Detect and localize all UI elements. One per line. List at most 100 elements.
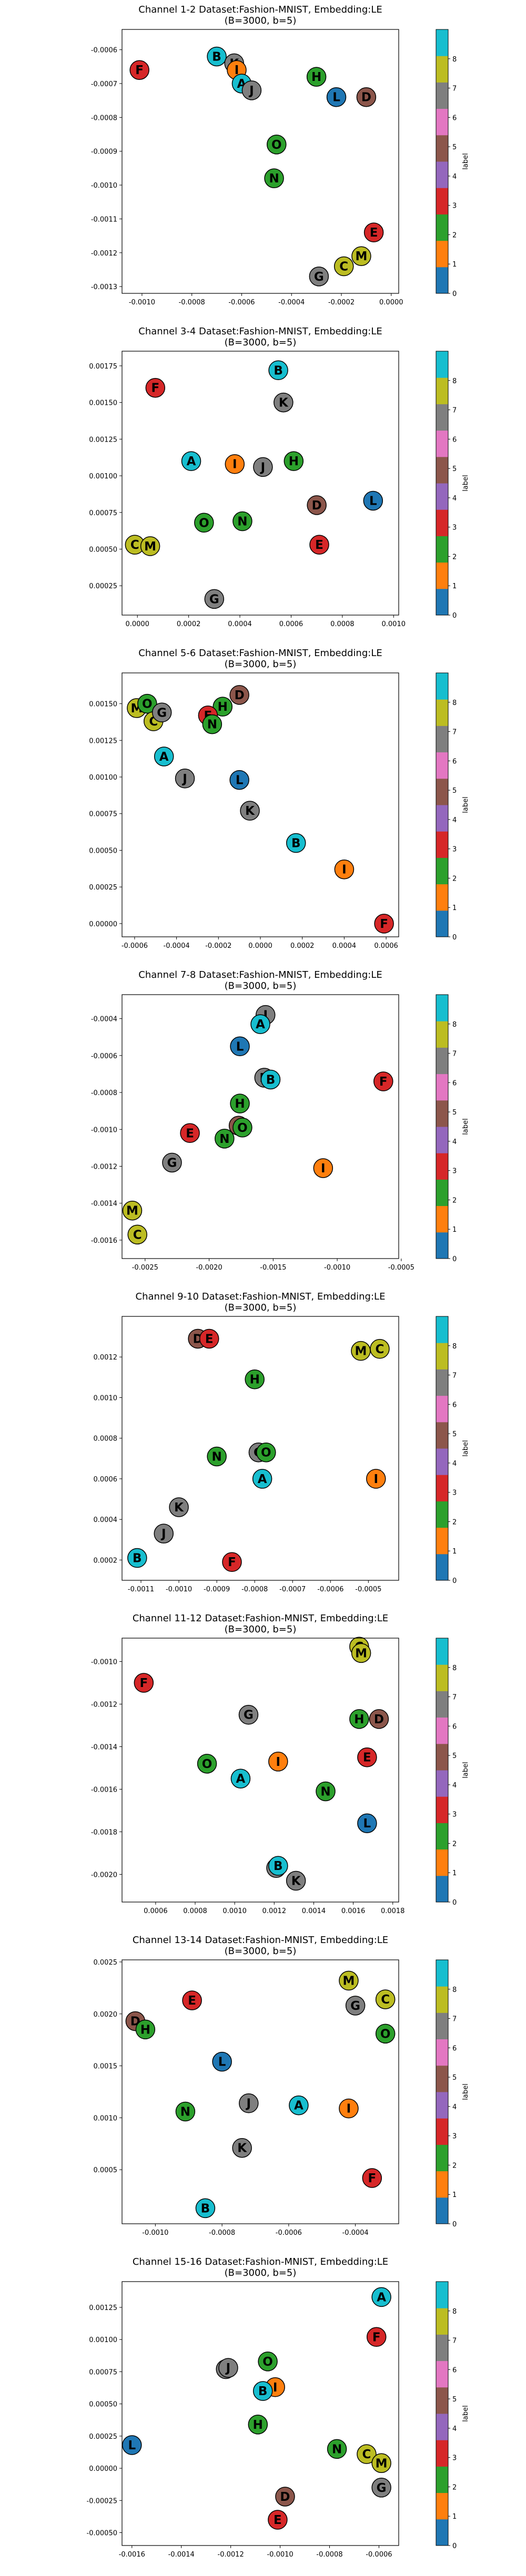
point-label: N (207, 718, 217, 732)
point-circle (232, 511, 252, 531)
point-circle (140, 536, 160, 556)
y-tick-label: -0.0013 (91, 283, 117, 291)
point-circle (230, 1093, 250, 1113)
point-marker: C (357, 2444, 377, 2464)
colorbar-tick-label: 0 (452, 612, 457, 620)
point-marker: E (357, 1747, 377, 1767)
y-tick-label: 0.00125 (89, 737, 117, 745)
point-marker: D (275, 2487, 295, 2507)
y-tick-label: -0.0016 (91, 1786, 117, 1794)
y-tick-label: 0.00025 (89, 2433, 117, 2441)
colorbar-segment (436, 562, 448, 589)
y-tick-label: 0.0010 (94, 2114, 118, 2122)
colorbar-tick-label: 8 (452, 699, 457, 707)
point-label: E (188, 1994, 196, 2008)
colorbar-segment (436, 1448, 448, 1475)
x-tick-label: -0.0025 (132, 1264, 158, 1272)
y-tick-label: 0.00050 (89, 546, 117, 554)
y-tick-label: -0.0020 (91, 1871, 117, 1879)
point-circle (316, 1781, 336, 1802)
colorbar-segment (436, 430, 448, 457)
colorbar-tick-label: 5 (452, 144, 457, 151)
point-circle (268, 1856, 288, 1876)
x-tick-label: 0.0010 (382, 620, 406, 628)
y-tick-label: 0.0002 (94, 1557, 118, 1565)
y-tick-label: -0.0007 (91, 80, 117, 88)
colorbar-segment (436, 2519, 448, 2546)
colorbar-tick-label: 6 (452, 758, 457, 765)
colorbar-segment (436, 1986, 448, 2013)
point-label: D (312, 499, 322, 513)
point-circle (199, 1328, 219, 1349)
colorbar-segment (436, 778, 448, 805)
point-marker: H (248, 2415, 268, 2435)
point-label: D (280, 2490, 290, 2504)
x-tick-label: 0.0000 (248, 942, 272, 950)
point-circle (154, 747, 174, 766)
y-tick-label: 0.0020 (94, 2011, 118, 2019)
point-circle (241, 80, 262, 100)
point-marker: N (207, 1446, 227, 1467)
scatter-chart: Channel 7-8 Dataset:Fashion-MNIST, Embed… (91, 969, 470, 1272)
point-marker: C (333, 256, 354, 277)
y-tick-label: -0.0006 (91, 47, 117, 55)
colorbar-segment (436, 910, 448, 937)
point-label: O (380, 2027, 391, 2041)
y-tick-label: 0.00150 (89, 701, 117, 709)
colorbar-tick-label: 4 (452, 2103, 457, 2111)
point-label: G (167, 1156, 177, 1170)
colorbar-label: label (462, 2083, 470, 2100)
point-circle (307, 495, 327, 515)
point-circle (357, 2444, 377, 2464)
point-marker: I (225, 454, 245, 474)
point-label: I (276, 1755, 281, 1769)
point-marker: D (369, 1709, 389, 1729)
point-marker: F (134, 1673, 154, 1693)
point-circle (371, 2287, 391, 2307)
point-marker: J (253, 457, 273, 477)
scatter-chart: Channel 3-4 Dataset:Fashion-MNIST, Embed… (89, 326, 470, 628)
colorbar-tick-label: 8 (452, 2308, 457, 2316)
x-tick-label: 0.0016 (341, 1907, 366, 1915)
point-marker: I (313, 1158, 333, 1178)
point-circle (267, 135, 287, 155)
x-tick-label: -0.0011 (128, 1586, 154, 1593)
point-label: C (381, 1993, 390, 2007)
point-circle (275, 2487, 295, 2507)
point-label: N (212, 1450, 222, 1464)
point-label: D (374, 1713, 384, 1726)
colorbar-segment (436, 1047, 448, 1075)
point-marker: B (252, 2381, 273, 2401)
point-label: G (157, 706, 167, 720)
point-marker: A (371, 2287, 391, 2307)
x-tick-label: -0.0008 (209, 2229, 235, 2237)
point-marker: G (371, 2478, 391, 2498)
point-label: L (332, 91, 340, 105)
point-label: E (363, 1751, 371, 1765)
point-marker: G (151, 702, 172, 723)
colorbar-tick-label: 0 (452, 1255, 457, 1263)
point-label: M (376, 2457, 388, 2470)
y-tick-label: -0.00025 (87, 2497, 117, 2505)
point-circle (204, 589, 225, 609)
y-tick-label: 0.0005 (94, 2166, 118, 2174)
y-tick-label: 0.00025 (89, 582, 117, 590)
point-label: O (199, 516, 209, 530)
point-marker: J (154, 1524, 174, 1543)
point-label: G (244, 1709, 254, 1722)
colorbar-tick-label: 1 (452, 582, 457, 590)
point-marker: H (135, 2019, 156, 2040)
y-tick-label: 0.0025 (94, 1959, 118, 1967)
point-label: D (361, 91, 371, 105)
point-circle (339, 1970, 359, 1991)
colorbar-tick-label: 8 (452, 1986, 457, 1994)
point-marker: C (370, 1339, 390, 1359)
point-circle (137, 693, 157, 714)
point-circle (334, 859, 355, 880)
point-label: I (342, 863, 347, 877)
colorbar-segment (436, 1205, 448, 1233)
point-label: N (269, 172, 279, 186)
point-label: J (260, 461, 266, 474)
point-marker: F (362, 2168, 382, 2188)
point-marker: L (326, 87, 347, 107)
